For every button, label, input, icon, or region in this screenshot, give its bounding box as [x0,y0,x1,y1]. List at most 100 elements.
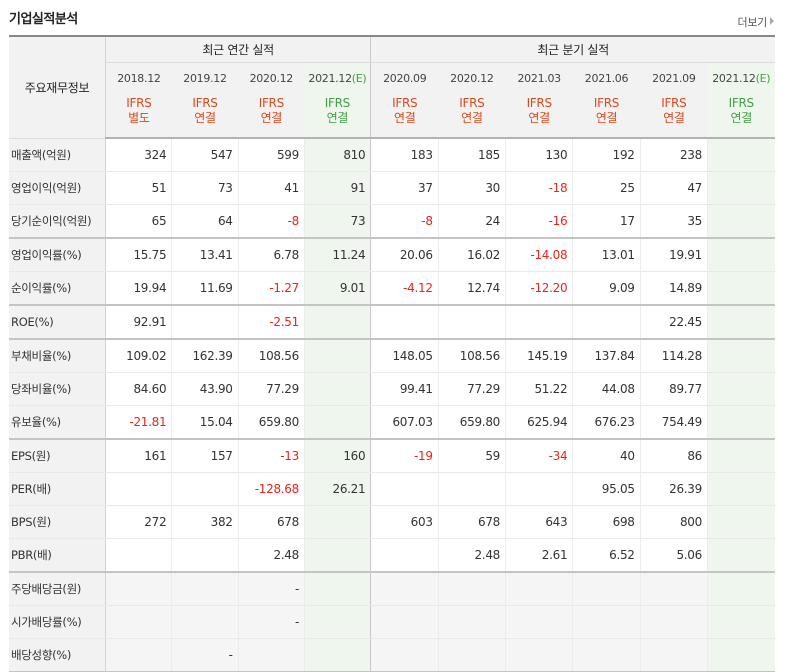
basis-label: 연결 [461,111,483,125]
row-label: 부채비율(%) [9,339,106,373]
table-cell [370,538,439,573]
table-cell: 659.80 [238,405,305,440]
period-header: 2021.12(E) [707,62,775,93]
table-cell: 108.56 [238,339,305,373]
accounting-basis-header: IFRS 연결 [707,93,775,139]
table-cell: 17 [572,204,641,239]
table-cell [304,305,371,340]
table-row: 유보율(%) -21.81 15.04 659.80 607.03 659.80 625.9… [9,405,775,440]
table-cell [707,171,775,205]
table-row: 영업이익률(%) 15.75 13.41 6.78 11.24 20.06 16.02 -14… [9,238,775,272]
table-cell [707,372,775,406]
table-cell [707,439,775,473]
table-cell: 65 [105,204,173,239]
table-cell [707,572,775,606]
table-cell [438,305,507,340]
table-cell: 43.90 [171,372,239,406]
ifrs-label: IFRS [526,96,553,110]
table-cell: 51.22 [505,372,574,406]
table-cell [105,538,173,573]
table-cell: -2.51 [238,305,305,340]
table-cell: 19.94 [105,271,173,306]
more-label: 더보기 [737,16,768,29]
table-cell: -128.68 [238,472,305,506]
table-row: PER(배) -128.68 26.21 95.05 26.39 [9,472,775,506]
table-cell: 15.04 [171,405,239,440]
table-cell [238,638,305,672]
period-date: 2021.03 [517,71,561,85]
table-cell [304,538,371,573]
table-cell: 2.61 [505,538,574,573]
period-header: 2019.12 [171,62,239,93]
table-cell: -12.20 [505,271,574,306]
ifrs-label: IFRS [593,96,620,110]
annual-group-header: 최근 연간 실적 [105,35,372,63]
table-cell: 77.29 [438,372,507,406]
table-cell: 109.02 [105,339,173,373]
more-link[interactable]: 더보기 [738,14,774,30]
table-cell [640,605,708,639]
table-cell: -16 [505,204,574,239]
table-cell: 599 [238,138,305,172]
table-cell [171,605,239,639]
table-cell: 800 [640,505,708,539]
accounting-basis-header: IFRS 연결 [505,93,573,139]
table-cell: 157 [171,439,239,473]
period-header: 2021.06 [572,62,641,93]
table-cell [370,305,439,340]
table-cell: 547 [171,138,239,172]
period-header: 2020.09 [370,62,439,93]
table-cell: -8 [238,204,305,239]
table-row: EPS(원) 161 157 -13 160 -19 59 -34 40 86 [9,439,775,473]
accounting-basis-header: IFRS 연결 [640,93,708,139]
period-header: 2021.03 [505,62,573,93]
table-cell: 9.01 [304,271,371,306]
table-cell: 24 [438,204,507,239]
period-date: 2020.09 [383,71,427,85]
table-cell: 14.89 [640,271,708,306]
table-cell: 64 [171,204,239,239]
table-cell [505,605,574,639]
table-cell: 659.80 [438,405,507,440]
table-cell: 16.02 [438,238,507,272]
table-cell: 13.41 [171,238,239,272]
table-cell [171,305,239,340]
row-label: EPS(원) [9,439,106,473]
period-date: 2021.09 [652,71,696,85]
table-cell: 192 [572,138,641,172]
table-cell: 185 [438,138,507,172]
table-cell: - [171,638,239,672]
table-cell: 11.24 [304,238,371,272]
row-label: 영업이익(억원) [9,171,106,205]
table-cell [438,572,507,606]
table-cell [505,572,574,606]
table-cell [105,572,173,606]
table-cell [438,472,507,506]
table-cell: 130 [505,138,574,172]
table-cell: 382 [171,505,239,539]
accounting-basis-header: IFRS 연결 [238,93,305,139]
table-cell [304,505,371,539]
table-cell: 625.94 [505,405,574,440]
table-cell [171,538,239,573]
row-label: 당기순이익(억원) [9,204,106,239]
estimate-mark: (E) [755,71,771,85]
period-date: 2018.12 [117,71,161,85]
table-cell [707,605,775,639]
table-cell [707,405,775,440]
table-row: 영업이익(억원) 51 73 41 91 37 30 -18 25 47 [9,171,775,205]
table-cell [304,405,371,440]
basis-label: 연결 [394,111,416,125]
table-cell: 676.23 [572,405,641,440]
table-cell: 754.49 [640,405,708,440]
period-header: 2018.12 [105,62,172,93]
table-cell [572,305,641,340]
table-cell [370,638,439,672]
table-cell: 183 [370,138,439,172]
table-cell: 40 [572,439,641,473]
ifrs-label: IFRS [258,96,285,110]
period-header: 2020.12 [438,62,506,93]
row-label: PBR(배) [9,538,106,573]
table-cell [505,472,574,506]
period-header: 2021.09 [640,62,708,93]
